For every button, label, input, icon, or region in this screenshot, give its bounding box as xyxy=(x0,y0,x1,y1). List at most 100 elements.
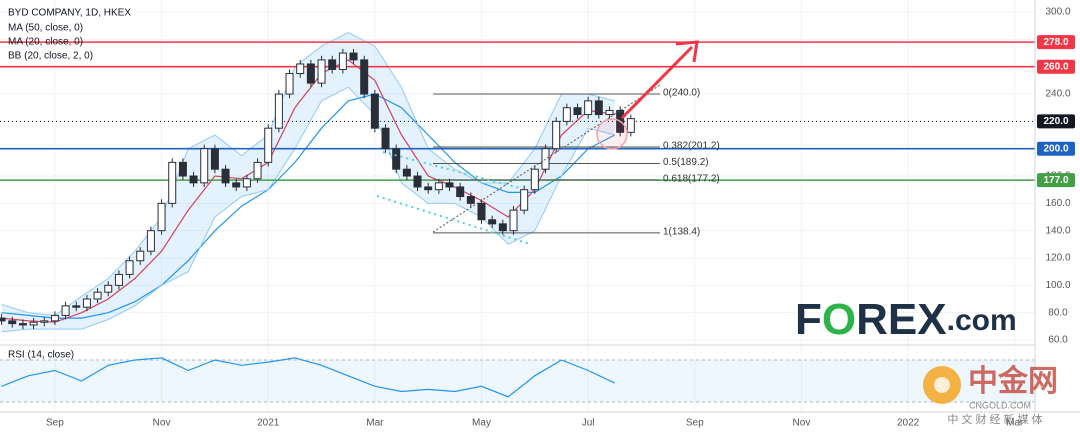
candle-body xyxy=(61,305,70,316)
candle-body xyxy=(402,168,411,177)
fib-label: 0.382(201.2) xyxy=(663,141,720,152)
candle-body xyxy=(434,182,443,191)
candle-body xyxy=(221,168,230,184)
candle-body xyxy=(530,168,539,191)
y-tick-label: 80.0 xyxy=(1048,307,1068,318)
candle-body xyxy=(392,148,401,170)
candle-body xyxy=(8,320,17,325)
level-label-box xyxy=(1037,35,1075,50)
level-label-box xyxy=(1037,141,1075,156)
plot-area xyxy=(0,32,1035,333)
watermark-title: 中金网 xyxy=(968,364,1058,398)
fib-label: 0.5(189.2) xyxy=(663,157,709,168)
candle-body xyxy=(456,186,465,198)
y-tick-label: 120.0 xyxy=(1045,253,1070,264)
level-label: 260.0 xyxy=(1043,61,1068,72)
candle-body xyxy=(168,161,177,204)
candle-body xyxy=(605,109,614,116)
watermark-icon xyxy=(934,377,950,393)
x-tick-label: Sep xyxy=(686,418,704,429)
level-label-box xyxy=(1037,173,1075,188)
x-tick-label: 2021 xyxy=(257,418,280,429)
candle-body xyxy=(413,175,422,188)
ma-line xyxy=(1,93,616,319)
candle-body xyxy=(157,202,166,232)
rsi-line xyxy=(1,357,616,398)
logo-part: F xyxy=(795,295,822,344)
candle-body xyxy=(200,148,209,184)
candle-body xyxy=(285,73,294,95)
candle-body xyxy=(349,52,358,61)
candle-body xyxy=(477,202,486,221)
candle-body xyxy=(82,298,91,308)
legend-entry: BB (20, close, 2, 0) xyxy=(8,51,93,62)
candle-body xyxy=(50,314,59,322)
candle-body xyxy=(584,100,593,116)
rsi-band xyxy=(0,360,1035,402)
x-tick-label: Sep xyxy=(46,418,64,429)
candle-body xyxy=(40,320,49,323)
candle-body xyxy=(360,59,369,95)
y-tick-label: 240.0 xyxy=(1045,89,1070,100)
x-tick-label: Jul xyxy=(582,418,595,429)
candle-body xyxy=(210,148,219,170)
x-tick-label: Mar xyxy=(366,418,384,429)
level-label: 200.0 xyxy=(1043,143,1068,154)
candle-body xyxy=(72,305,81,308)
chart-title: BYD COMPANY, 1D, HKEX xyxy=(8,8,131,19)
level-label-box xyxy=(1037,59,1075,74)
candle-body xyxy=(370,93,379,129)
fib-trend xyxy=(432,84,661,233)
candle-body xyxy=(424,186,433,191)
candle-body xyxy=(274,93,283,129)
trend-line xyxy=(376,195,531,245)
x-tick-label: 2022 xyxy=(897,418,920,429)
candle-body xyxy=(381,127,390,150)
y-tick-label: 300.0 xyxy=(1045,7,1070,18)
watermark-site: CNGOLD.COM xyxy=(969,400,1031,410)
x-tick-label: Nov xyxy=(153,418,171,429)
bb-lower xyxy=(1,86,615,333)
arrow xyxy=(620,45,694,120)
candle-body xyxy=(29,321,38,326)
candle-body xyxy=(520,189,529,211)
rsi-legend: RSI (14, close) xyxy=(8,350,74,361)
level-label: 278.0 xyxy=(1043,37,1068,48)
fib-label: 0(240.0) xyxy=(663,88,700,99)
candle-body xyxy=(509,209,518,232)
level-label-box xyxy=(1037,114,1075,129)
candle-body xyxy=(93,291,102,300)
candle-body xyxy=(125,260,134,275)
candle-body xyxy=(562,107,571,122)
level-label: 177.0 xyxy=(1043,175,1068,186)
candle-body xyxy=(338,52,347,70)
candle-body xyxy=(114,273,123,286)
candle-body xyxy=(317,59,326,84)
x-tick-label: May xyxy=(472,418,491,429)
arrow-head xyxy=(675,40,699,63)
candle-body xyxy=(296,63,305,75)
candle-body xyxy=(594,100,603,116)
candle-body xyxy=(573,107,582,116)
candle-body xyxy=(232,182,241,188)
logo: FOREX.com xyxy=(795,295,1017,344)
logo-part: REX xyxy=(856,295,946,344)
candle-body xyxy=(253,161,262,180)
candle-body xyxy=(0,317,6,322)
candle-body xyxy=(328,59,337,70)
candle-body xyxy=(136,250,145,262)
logo-part: O xyxy=(822,295,856,344)
x-tick-label: Nov xyxy=(793,418,811,429)
candle-body xyxy=(541,148,550,170)
candle-body xyxy=(18,323,27,326)
y-tick-label: 100.0 xyxy=(1045,280,1070,291)
candle-body xyxy=(104,284,113,293)
candle-body xyxy=(264,127,273,163)
legend-entry: MA (50, close, 0) xyxy=(8,23,83,34)
candle-body xyxy=(466,196,475,204)
highlight-circle xyxy=(596,118,628,150)
candle-body xyxy=(488,219,497,225)
candle-body xyxy=(146,230,155,252)
